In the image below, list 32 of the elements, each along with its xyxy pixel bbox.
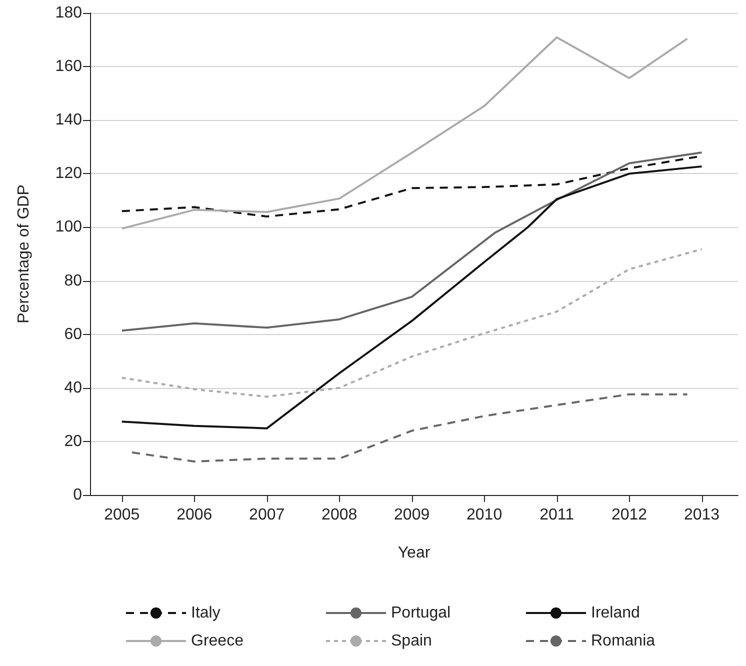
x-tick-label: 2005 <box>104 506 140 524</box>
x-tick-label: 2007 <box>249 506 285 524</box>
x-tick-label: 2010 <box>466 506 502 524</box>
x-axis-title: Year <box>398 544 431 562</box>
y-tick-label: 20 <box>64 432 82 450</box>
x-tick-label: 2011 <box>540 506 574 524</box>
x-tick-label: 2009 <box>394 506 430 524</box>
legend-label: Romania <box>591 632 656 650</box>
line-series <box>120 248 703 398</box>
y-tick-label: 160 <box>55 58 82 76</box>
line-series <box>131 393 688 463</box>
y-axis-title: Percentage of GDP <box>16 184 32 324</box>
y-tick-label: 120 <box>55 165 82 182</box>
y-tick-label: 180 <box>55 4 82 22</box>
x-tick-label: 2006 <box>176 506 212 524</box>
x-tick-label: 2008 <box>322 506 358 524</box>
legend-label: Italy <box>191 604 220 622</box>
legend-label: Greece <box>191 632 244 650</box>
y-tick-label: 0 <box>73 486 82 504</box>
legend-label: Ireland <box>591 604 640 622</box>
legend-label: Spain <box>391 632 432 650</box>
y-tick-label: 80 <box>64 272 82 290</box>
y-tick-label: 140 <box>55 112 82 129</box>
x-tick-label: 2012 <box>611 506 648 524</box>
line-series <box>120 36 688 230</box>
y-tick-label: 60 <box>64 326 82 343</box>
line-series <box>120 165 703 430</box>
y-tick-label: 40 <box>64 379 82 396</box>
line-series <box>120 152 703 332</box>
x-tick-label: 2013 <box>684 506 720 524</box>
legend-label: Portugal <box>391 604 451 622</box>
y-tick-label: 100 <box>55 218 82 236</box>
